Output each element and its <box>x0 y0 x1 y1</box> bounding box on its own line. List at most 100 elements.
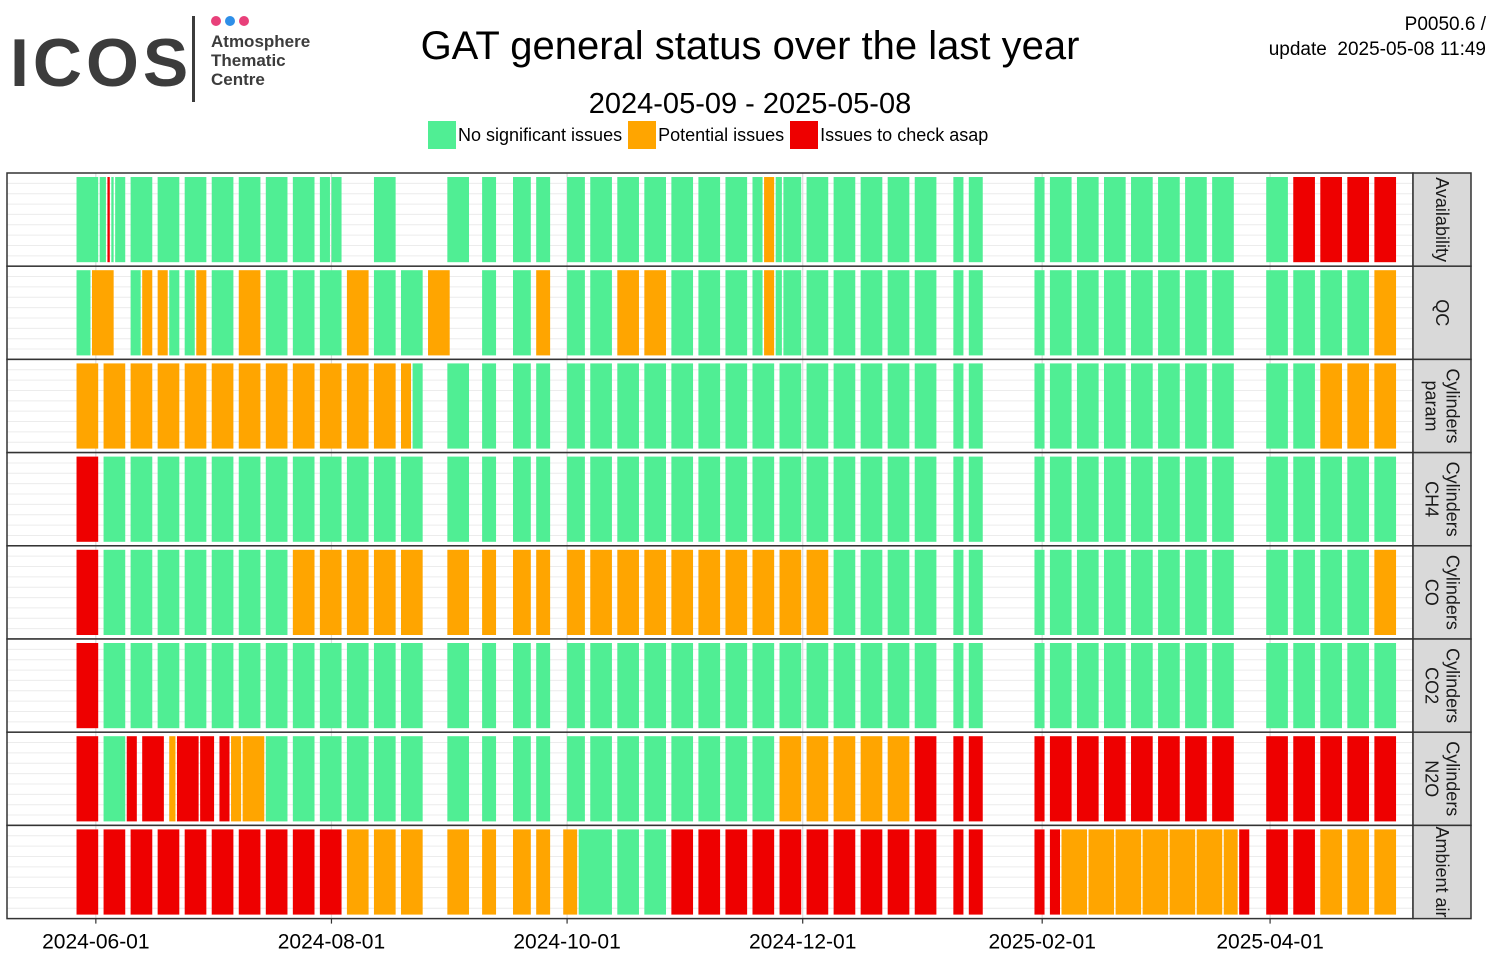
status-bar <box>644 643 667 729</box>
status-bar <box>1049 363 1072 449</box>
status-bar <box>1049 549 1072 635</box>
status-bar <box>400 549 423 635</box>
status-bar <box>1266 363 1288 449</box>
status-bar <box>265 736 288 822</box>
status-bar <box>644 736 667 822</box>
status-bar <box>671 270 694 356</box>
status-bar <box>184 270 195 356</box>
status-bar <box>184 363 207 449</box>
status-bar <box>698 270 721 356</box>
status-bar <box>1347 549 1370 635</box>
status-bar <box>536 643 551 729</box>
logo-divider <box>192 16 195 102</box>
status-bar <box>725 363 748 449</box>
status-bar <box>447 829 470 915</box>
status-bar <box>617 177 639 263</box>
status-bar <box>1266 177 1288 263</box>
status-bar <box>142 270 153 356</box>
status-bar <box>1347 177 1370 263</box>
logo-line-1: Atmosphere <box>211 32 310 51</box>
status-bar <box>184 456 207 542</box>
status-bar <box>482 363 497 449</box>
status-bar <box>536 736 551 822</box>
status-bar <box>752 270 763 356</box>
status-bar <box>130 270 141 356</box>
status-bar <box>1076 643 1099 729</box>
status-bar <box>219 736 230 822</box>
status-bar <box>563 829 578 915</box>
chart-subtitle: 2024-05-09 - 2025-05-08 <box>588 88 912 120</box>
strip-cylinders-n2o <box>1412 731 1472 827</box>
status-bar <box>1293 270 1315 356</box>
legend-item-ok: No significant issues <box>428 121 622 149</box>
status-bar <box>1374 456 1397 542</box>
status-bar <box>1131 736 1153 822</box>
status-bar <box>1266 549 1288 635</box>
strip-cylinders-ch4 <box>1412 451 1472 547</box>
status-bar <box>914 363 937 449</box>
status-bar <box>1185 549 1207 635</box>
status-bar <box>76 270 91 356</box>
status-bar <box>292 549 315 635</box>
status-bar <box>1266 643 1288 729</box>
status-bar <box>91 270 114 356</box>
status-bar <box>157 270 168 356</box>
status-bar <box>292 829 315 915</box>
status-bar <box>400 270 423 356</box>
status-bar <box>1320 177 1342 263</box>
status-bar <box>698 177 721 263</box>
status-bar <box>513 643 531 729</box>
status-bar <box>698 456 721 542</box>
status-bar <box>783 177 802 263</box>
status-bar <box>1185 643 1207 729</box>
x-tick-label: 2024-08-01 <box>278 931 385 954</box>
status-bar <box>1103 363 1126 449</box>
status-bar <box>536 363 551 449</box>
status-bar <box>860 270 883 356</box>
status-bar <box>644 363 667 449</box>
status-bar <box>968 736 983 822</box>
status-bar <box>698 549 721 635</box>
status-bar <box>1088 829 1115 915</box>
status-bar <box>644 270 667 356</box>
status-bar <box>238 456 261 542</box>
status-bar <box>1266 456 1288 542</box>
status-bar <box>590 643 612 729</box>
status-bar <box>1320 736 1342 822</box>
status-bar <box>671 736 694 822</box>
status-bar <box>265 177 288 263</box>
status-bar <box>953 456 964 542</box>
status-bar <box>373 643 396 729</box>
logo-line-2: Thematic <box>211 51 286 70</box>
status-bar <box>126 736 137 822</box>
status-bar <box>590 456 612 542</box>
status-bar <box>567 363 585 449</box>
status-bar <box>567 177 585 263</box>
status-bar <box>447 363 470 449</box>
status-bar <box>1103 736 1126 822</box>
status-bar <box>1320 270 1342 356</box>
chart-title: GAT general status over the last year <box>420 24 1080 68</box>
status-bar <box>671 643 694 729</box>
status-bar <box>1266 736 1288 822</box>
status-bar <box>482 549 497 635</box>
status-bar <box>536 270 551 356</box>
status-bar <box>806 549 829 635</box>
status-bar <box>238 643 261 729</box>
status-bar <box>1076 736 1099 822</box>
status-bar <box>1049 829 1060 915</box>
status-bar <box>103 736 126 822</box>
status-bar <box>513 270 531 356</box>
status-bar <box>1142 829 1169 915</box>
status-bar <box>373 549 396 635</box>
status-bar <box>238 549 261 635</box>
status-bar <box>292 643 315 729</box>
status-bar <box>1374 177 1397 263</box>
status-bar <box>752 829 775 915</box>
strip-label-cylinders-ch4: Cylinders <box>1443 462 1463 537</box>
status-bar <box>76 549 99 635</box>
status-bar <box>265 643 288 729</box>
status-bar <box>184 829 207 915</box>
